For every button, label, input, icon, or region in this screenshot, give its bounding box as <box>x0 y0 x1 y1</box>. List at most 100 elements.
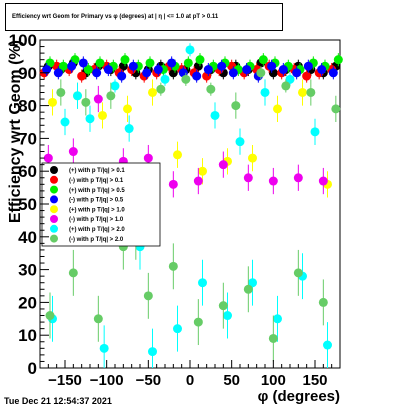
data-point <box>228 68 238 78</box>
data-point <box>267 61 277 71</box>
data-point <box>248 278 257 288</box>
data-point <box>293 173 303 183</box>
legend-label: (-) with p T/|q| > 2.0 <box>69 237 124 243</box>
x-tick-label: 0 <box>186 372 194 389</box>
data-point <box>181 74 191 84</box>
legend-marker <box>50 234 58 243</box>
y-tick-label: 90 <box>18 64 37 83</box>
data-point <box>273 104 282 114</box>
data-point <box>206 84 216 94</box>
data-point <box>58 61 68 71</box>
legend-label: (-) with p T/|q| > 1.0 <box>69 217 124 223</box>
data-point <box>117 71 127 81</box>
data-point <box>168 179 178 189</box>
data-point <box>242 65 252 75</box>
y-tick-label: 80 <box>18 97 37 116</box>
data-point <box>318 297 328 307</box>
y-tick-label: 20 <box>18 293 37 312</box>
data-point <box>323 340 332 350</box>
data-point <box>218 301 228 311</box>
data-point <box>293 268 303 278</box>
data-point <box>235 137 245 147</box>
data-point <box>45 311 55 321</box>
data-point <box>193 176 203 186</box>
data-point <box>268 333 278 343</box>
data-point <box>278 65 288 75</box>
data-point <box>85 114 95 124</box>
data-point <box>56 87 66 97</box>
data-point <box>185 45 195 55</box>
data-point <box>153 65 163 75</box>
x-tick-label: −150 <box>48 372 82 389</box>
data-point <box>231 101 241 111</box>
data-point <box>173 324 182 334</box>
legend-label: (+) with p T/|q| > 2.0 <box>69 227 125 233</box>
y-tick-label: 0 <box>28 359 37 378</box>
data-point <box>248 153 257 163</box>
data-point <box>143 153 153 163</box>
x-tick-label: 50 <box>223 372 240 389</box>
legend-marker <box>50 224 58 233</box>
data-point <box>93 314 103 324</box>
data-point <box>281 81 291 91</box>
series-5 <box>48 79 332 198</box>
data-point <box>203 65 213 75</box>
data-point <box>60 117 70 127</box>
data-point <box>192 71 202 81</box>
data-point <box>285 74 295 84</box>
data-point <box>142 68 152 78</box>
data-point <box>81 97 91 107</box>
legend-box <box>41 162 161 247</box>
data-point <box>48 97 57 107</box>
data-point <box>110 81 120 91</box>
data-point <box>99 343 109 353</box>
legend-marker <box>50 185 58 194</box>
data-point <box>92 68 102 78</box>
data-point <box>53 68 63 78</box>
y-tick-label: 70 <box>18 129 37 148</box>
data-point <box>223 311 232 321</box>
data-point <box>198 278 207 288</box>
data-point <box>103 65 113 75</box>
x-axis-label: φ (degrees) <box>258 388 340 405</box>
data-point <box>210 110 220 120</box>
data-point <box>123 104 132 114</box>
data-point <box>292 68 302 78</box>
x-tick-label: 100 <box>261 372 286 389</box>
data-point <box>218 160 228 170</box>
data-point <box>73 91 82 101</box>
data-point <box>98 110 107 120</box>
data-point <box>156 84 166 94</box>
data-point <box>160 74 170 84</box>
data-point <box>77 71 87 81</box>
data-point <box>217 61 227 71</box>
series-4 <box>42 56 338 83</box>
data-point <box>260 87 270 97</box>
data-point <box>328 68 338 78</box>
data-point <box>333 55 343 65</box>
y-tick-label: 50 <box>18 195 37 214</box>
x-tick-label: −100 <box>90 372 124 389</box>
data-point <box>302 71 312 81</box>
data-point <box>106 91 116 101</box>
data-point <box>148 347 157 357</box>
timestamp-footer: Tue Dec 21 12:54:37 2021 <box>4 396 112 406</box>
data-point <box>298 87 307 97</box>
y-tick-label: 10 <box>18 326 37 345</box>
data-point <box>243 284 253 294</box>
legend-label: (-) with p T/|q| > 0.1 <box>69 178 124 184</box>
y-tick-label: 100 <box>9 31 37 50</box>
legend-label: (+) with p T/|q| > 1.0 <box>69 207 125 213</box>
data-point <box>68 147 78 157</box>
data-point <box>67 61 77 71</box>
legend-marker <box>50 205 58 214</box>
data-point <box>173 150 182 160</box>
data-point <box>168 261 178 271</box>
legend-marker <box>50 175 58 184</box>
data-point <box>68 268 78 278</box>
legend-label: (-) with p T/|q| > 0.5 <box>69 198 124 204</box>
data-point <box>78 58 88 68</box>
data-point <box>195 55 205 65</box>
y-axis-label: Efficiency wrt Geom (%) <box>7 40 24 223</box>
